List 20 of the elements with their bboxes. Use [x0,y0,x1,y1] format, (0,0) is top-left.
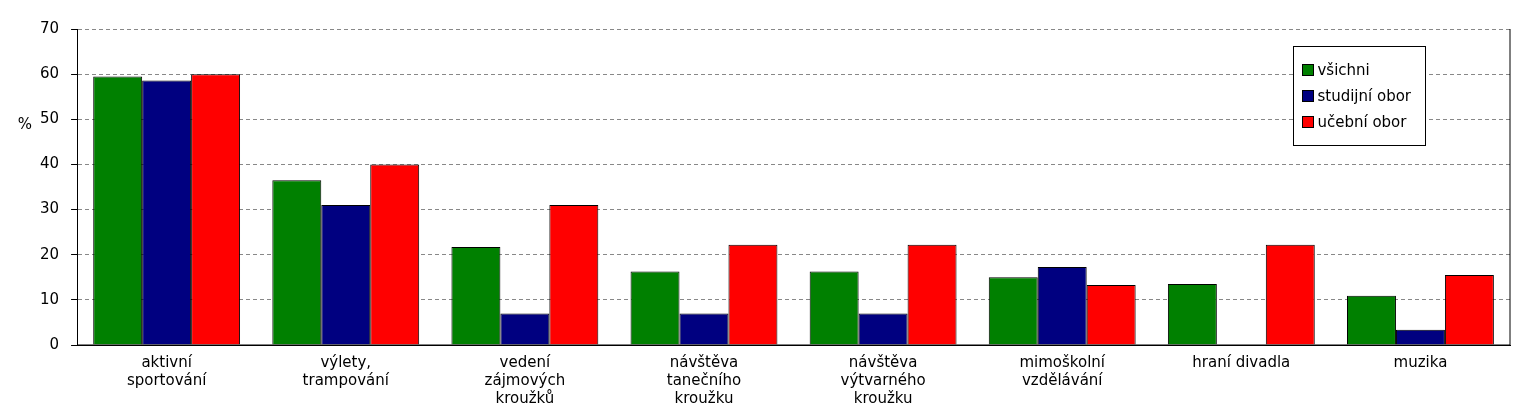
y-tick-label: 70 [39,18,60,37]
x-tick-label: vedení zájmových kroužků [484,352,566,407]
y-tick-label: 10 [39,289,60,308]
y-axis-title: % [17,115,32,134]
legend-label: studijní obor [1317,87,1411,105]
legend-label: učební obor [1317,113,1407,131]
y-tick-label: 40 [39,154,60,173]
x-tick-label: hraní divadla [1192,352,1291,371]
x-tick-label: muzika [1393,352,1448,371]
y-tick-label: 30 [39,199,60,218]
x-tick-label: návštěva tanečního kroužku [666,352,742,407]
x-tick-label: aktivní sportování [126,352,208,389]
y-tick-label: 0 [49,334,60,353]
x-tick-label: výlety, trampování [302,352,390,389]
y-tick-label: 60 [39,64,60,83]
x-tick-label: návštěva výtvarného kroužku [840,352,926,407]
legend-label: všichni [1317,61,1370,79]
x-tick-label: mimoškolní vzdělávání [1019,352,1106,389]
y-tick-label: 50 [39,109,60,128]
y-tick-label: 20 [39,244,60,263]
